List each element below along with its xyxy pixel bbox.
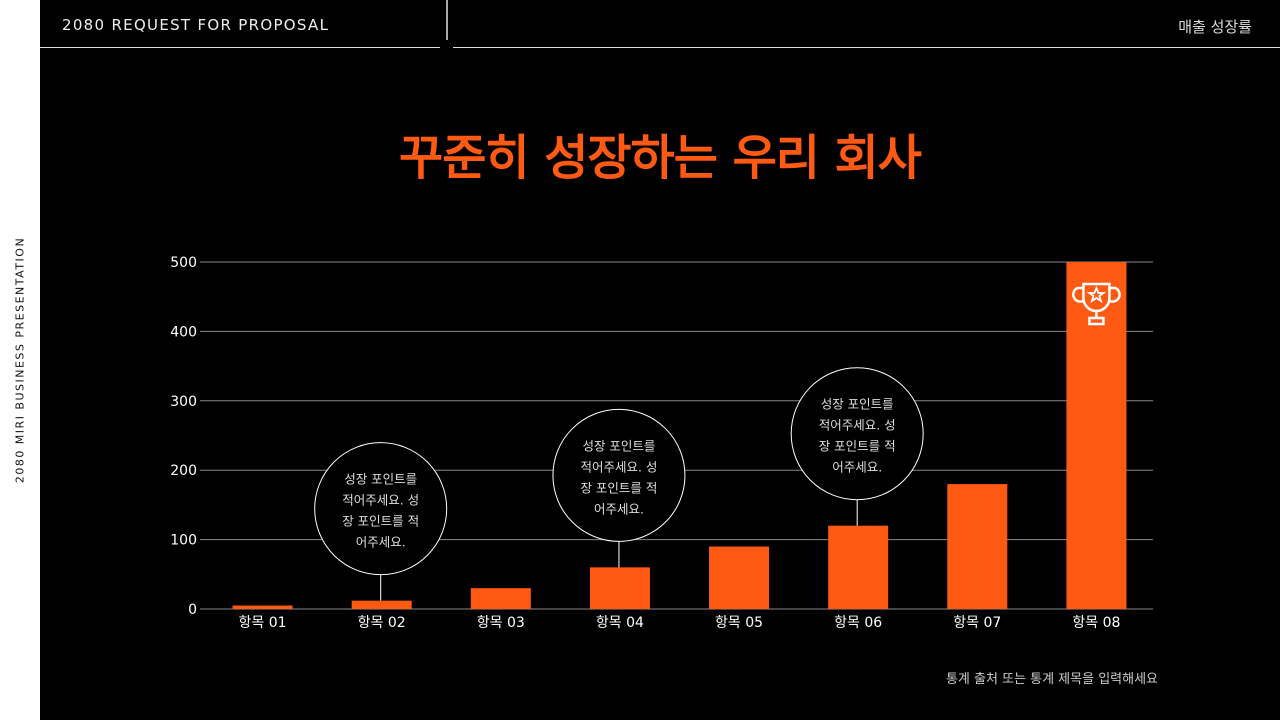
callout-text: 장 포인트를 적	[819, 439, 896, 454]
chart-title: 꾸준히 성장하는 우리 회사	[399, 130, 922, 186]
x-tick-label: 항목 08	[1072, 615, 1120, 631]
x-tick-label: 항목 05	[715, 615, 763, 631]
sidebar-strip: 2080 MIRI BUSINESS PRESENTATION	[0, 0, 40, 720]
bar	[947, 484, 1008, 609]
x-tick-label: 항목 04	[596, 615, 644, 631]
x-tick-label: 항목 07	[953, 615, 1001, 631]
callout-text: 적어주세요. 성	[342, 493, 419, 508]
callout-circle	[552, 408, 686, 542]
header-title: 2080 REQUEST FOR PROPOSAL	[62, 16, 330, 34]
trophy-star-icon	[1072, 282, 1121, 326]
callout-text: 적어주세요. 성	[580, 459, 657, 474]
callout-text: 장 포인트를 적	[342, 514, 419, 529]
callout-text: 어주세요.	[356, 535, 406, 550]
bar	[828, 525, 889, 609]
header-vertical-divider	[446, 0, 448, 40]
bar	[351, 600, 412, 609]
x-tick-label: 항목 06	[834, 615, 882, 631]
y-tick-label: 500	[170, 255, 197, 271]
x-tick-label: 항목 01	[239, 615, 287, 631]
bar	[470, 588, 531, 609]
callout-text: 어주세요.	[832, 460, 882, 475]
y-tick-label: 200	[170, 463, 197, 479]
callout-text: 성장 포인트를	[582, 438, 655, 453]
bar	[1066, 262, 1127, 609]
bar	[232, 605, 293, 609]
y-tick-label: 400	[170, 324, 197, 340]
header-divider-left	[40, 47, 440, 48]
callout-circle	[790, 367, 924, 501]
y-tick-label: 300	[170, 394, 197, 410]
callout-text: 장 포인트를 적	[580, 480, 657, 495]
callout-text: 성장 포인트를	[344, 472, 417, 487]
callout-circle	[314, 442, 448, 576]
header-section-label: 매출 성장률	[1178, 18, 1252, 36]
chart-source: 통계 출처 또는 통계 제목을 입력해세요	[945, 672, 1158, 687]
header-divider-right	[453, 47, 1280, 48]
y-tick-label: 0	[188, 602, 197, 618]
bar	[709, 546, 770, 609]
bar	[589, 567, 650, 609]
callout-text: 성장 포인트를	[821, 397, 894, 412]
y-tick-label: 100	[170, 533, 197, 549]
callout-text: 어주세요.	[594, 501, 644, 516]
x-tick-label: 항목 02	[358, 615, 406, 631]
callout-text: 적어주세요. 성	[819, 418, 896, 433]
x-tick-label: 항목 03	[477, 615, 525, 631]
